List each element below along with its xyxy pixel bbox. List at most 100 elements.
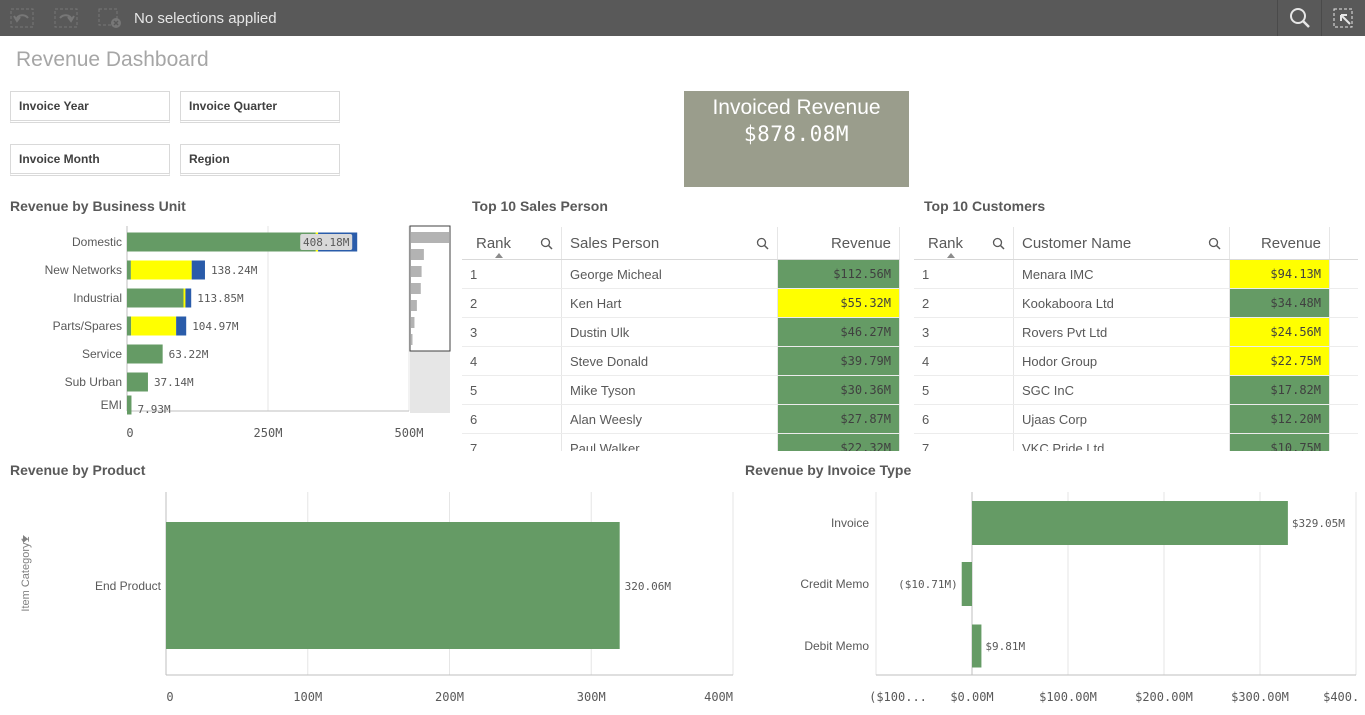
business-unit-chart[interactable]: Domestic 408.18M New Networks 138.24M Indust… [0,222,460,444]
revenue-cell[interactable]: $94.13M [1230,260,1330,288]
bar[interactable] [972,624,982,668]
bar-segment[interactable] [127,344,163,364]
bar[interactable] [166,522,620,649]
search-icon[interactable] [540,237,553,250]
bar-segment[interactable] [131,316,177,336]
revenue-cell[interactable]: $30.36M [778,376,900,404]
smart-select-icon[interactable] [1321,0,1365,36]
name-cell[interactable]: Menara IMC [1014,260,1230,288]
bar-segment[interactable] [130,260,192,280]
name-cell[interactable]: George Micheal [562,260,778,288]
bar-segment[interactable] [127,232,316,252]
column-header-revenue[interactable]: Revenue [1230,227,1330,259]
name-cell[interactable]: Steve Donald [562,347,778,375]
revenue-cell[interactable]: $12.20M [1230,405,1330,433]
bar-segment[interactable] [127,260,131,280]
column-header-rank[interactable]: Rank [914,227,1014,259]
dimension-axis-label: Item Category1 [20,536,32,611]
bar-segment[interactable] [191,260,205,280]
table-row[interactable]: 6 Ujaas Corp $12.20M [914,405,1358,434]
bar-segment[interactable] [176,316,187,336]
rank-cell[interactable]: 4 [914,347,1014,375]
revenue-cell[interactable]: $112.56M [778,260,900,288]
bar-segment[interactable] [127,372,148,392]
rank-cell[interactable]: 1 [462,260,562,288]
filter-region[interactable]: Region [180,144,340,176]
rank-cell[interactable]: 7 [462,434,562,451]
filter-invoice-month[interactable]: Invoice Month [10,144,170,176]
rank-cell[interactable]: 5 [462,376,562,404]
column-header-rank[interactable]: Rank [462,227,562,259]
invoice-type-chart[interactable]: Invoice $329.05M Credit Memo ($10.71M) Debit… [745,484,1360,715]
table-row[interactable]: 3 Rovers Pvt Ltd $24.56M [914,318,1358,347]
table-row[interactable]: 2 Ken Hart $55.32M [462,289,900,318]
bar-segment[interactable] [127,288,184,308]
filter-invoice-quarter[interactable]: Invoice Quarter [180,91,340,123]
bar-segment[interactable] [183,288,186,308]
revenue-cell[interactable]: $22.32M [778,434,900,451]
name-cell[interactable]: Hodor Group [1014,347,1230,375]
search-icon[interactable] [992,237,1005,250]
revenue-cell[interactable]: $55.32M [778,289,900,317]
name-cell[interactable]: Rovers Pvt Ltd [1014,318,1230,346]
rank-cell[interactable]: 7 [914,434,1014,451]
revenue-cell[interactable]: $10.75M [1230,434,1330,451]
table-row[interactable]: 1 Menara IMC $94.13M [914,260,1358,289]
rank-cell[interactable]: 6 [914,405,1014,433]
column-header-customer-name[interactable]: Customer Name [1014,227,1230,259]
rank-cell[interactable]: 4 [462,347,562,375]
revenue-cell[interactable]: $22.75M [1230,347,1330,375]
expand-icon[interactable] [23,535,28,543]
forward-step-icon[interactable] [44,0,88,36]
search-icon[interactable] [756,237,769,250]
name-cell[interactable]: Dustin Ulk [562,318,778,346]
category-label: Service [82,347,122,361]
clear-selections-icon[interactable] [88,0,132,36]
name-cell[interactable]: Kookaboora Ltd [1014,289,1230,317]
product-chart[interactable]: Item Category1 End Product 320.06M 0 100M 2… [0,484,740,715]
revenue-cell[interactable]: $27.87M [778,405,900,433]
table-row[interactable]: 5 Mike Tyson $30.36M [462,376,900,405]
table-row[interactable]: 1 George Micheal $112.56M [462,260,900,289]
bar-segment[interactable] [127,395,132,415]
rank-cell[interactable]: 6 [462,405,562,433]
scroll-thumb[interactable] [409,225,451,352]
name-cell[interactable]: Mike Tyson [562,376,778,404]
revenue-cell[interactable]: $46.27M [778,318,900,346]
name-cell[interactable]: Paul Walker [562,434,778,451]
table-row[interactable]: 4 Hodor Group $22.75M [914,347,1358,376]
bar-segment[interactable] [185,288,192,308]
table-row[interactable]: 2 Kookaboora Ltd $34.48M [914,289,1358,318]
back-step-icon[interactable] [0,0,44,36]
column-header-sales-person[interactable]: Sales Person [562,227,778,259]
column-header-revenue[interactable]: Revenue [778,227,900,259]
rank-cell[interactable]: 3 [914,318,1014,346]
name-cell[interactable]: SGC InC [1014,376,1230,404]
bar[interactable] [961,562,972,606]
bar-segment[interactable] [127,316,132,336]
name-cell[interactable]: Ujaas Corp [1014,405,1230,433]
rank-cell[interactable]: 1 [914,260,1014,288]
bar[interactable] [972,501,1288,545]
rank-cell[interactable]: 3 [462,318,562,346]
name-cell[interactable]: Ken Hart [562,289,778,317]
revenue-cell[interactable]: $39.79M [778,347,900,375]
search-icon[interactable] [1277,0,1321,36]
table-row[interactable]: 4 Steve Donald $39.79M [462,347,900,376]
revenue-cell[interactable]: $34.48M [1230,289,1330,317]
table-row[interactable]: 5 SGC InC $17.82M [914,376,1358,405]
search-icon[interactable] [1208,237,1221,250]
table-row[interactable]: 6 Alan Weesly $27.87M [462,405,900,434]
table-row[interactable]: 7 VKC Pride Ltd $10.75M [914,434,1358,451]
filter-invoice-year[interactable]: Invoice Year [10,91,170,123]
rank-cell[interactable]: 5 [914,376,1014,404]
revenue-cell[interactable]: $24.56M [1230,318,1330,346]
name-cell[interactable]: VKC Pride Ltd [1014,434,1230,451]
table-row[interactable]: 3 Dustin Ulk $46.27M [462,318,900,347]
revenue-cell[interactable]: $17.82M [1230,376,1330,404]
table-row[interactable]: 7 Paul Walker $22.32M [462,434,900,451]
name-cell[interactable]: Alan Weesly [562,405,778,433]
rank-cell[interactable]: 2 [462,289,562,317]
rank-cell[interactable]: 2 [914,289,1014,317]
kpi-invoiced-revenue[interactable]: Invoiced Revenue $878.08M [684,91,909,187]
